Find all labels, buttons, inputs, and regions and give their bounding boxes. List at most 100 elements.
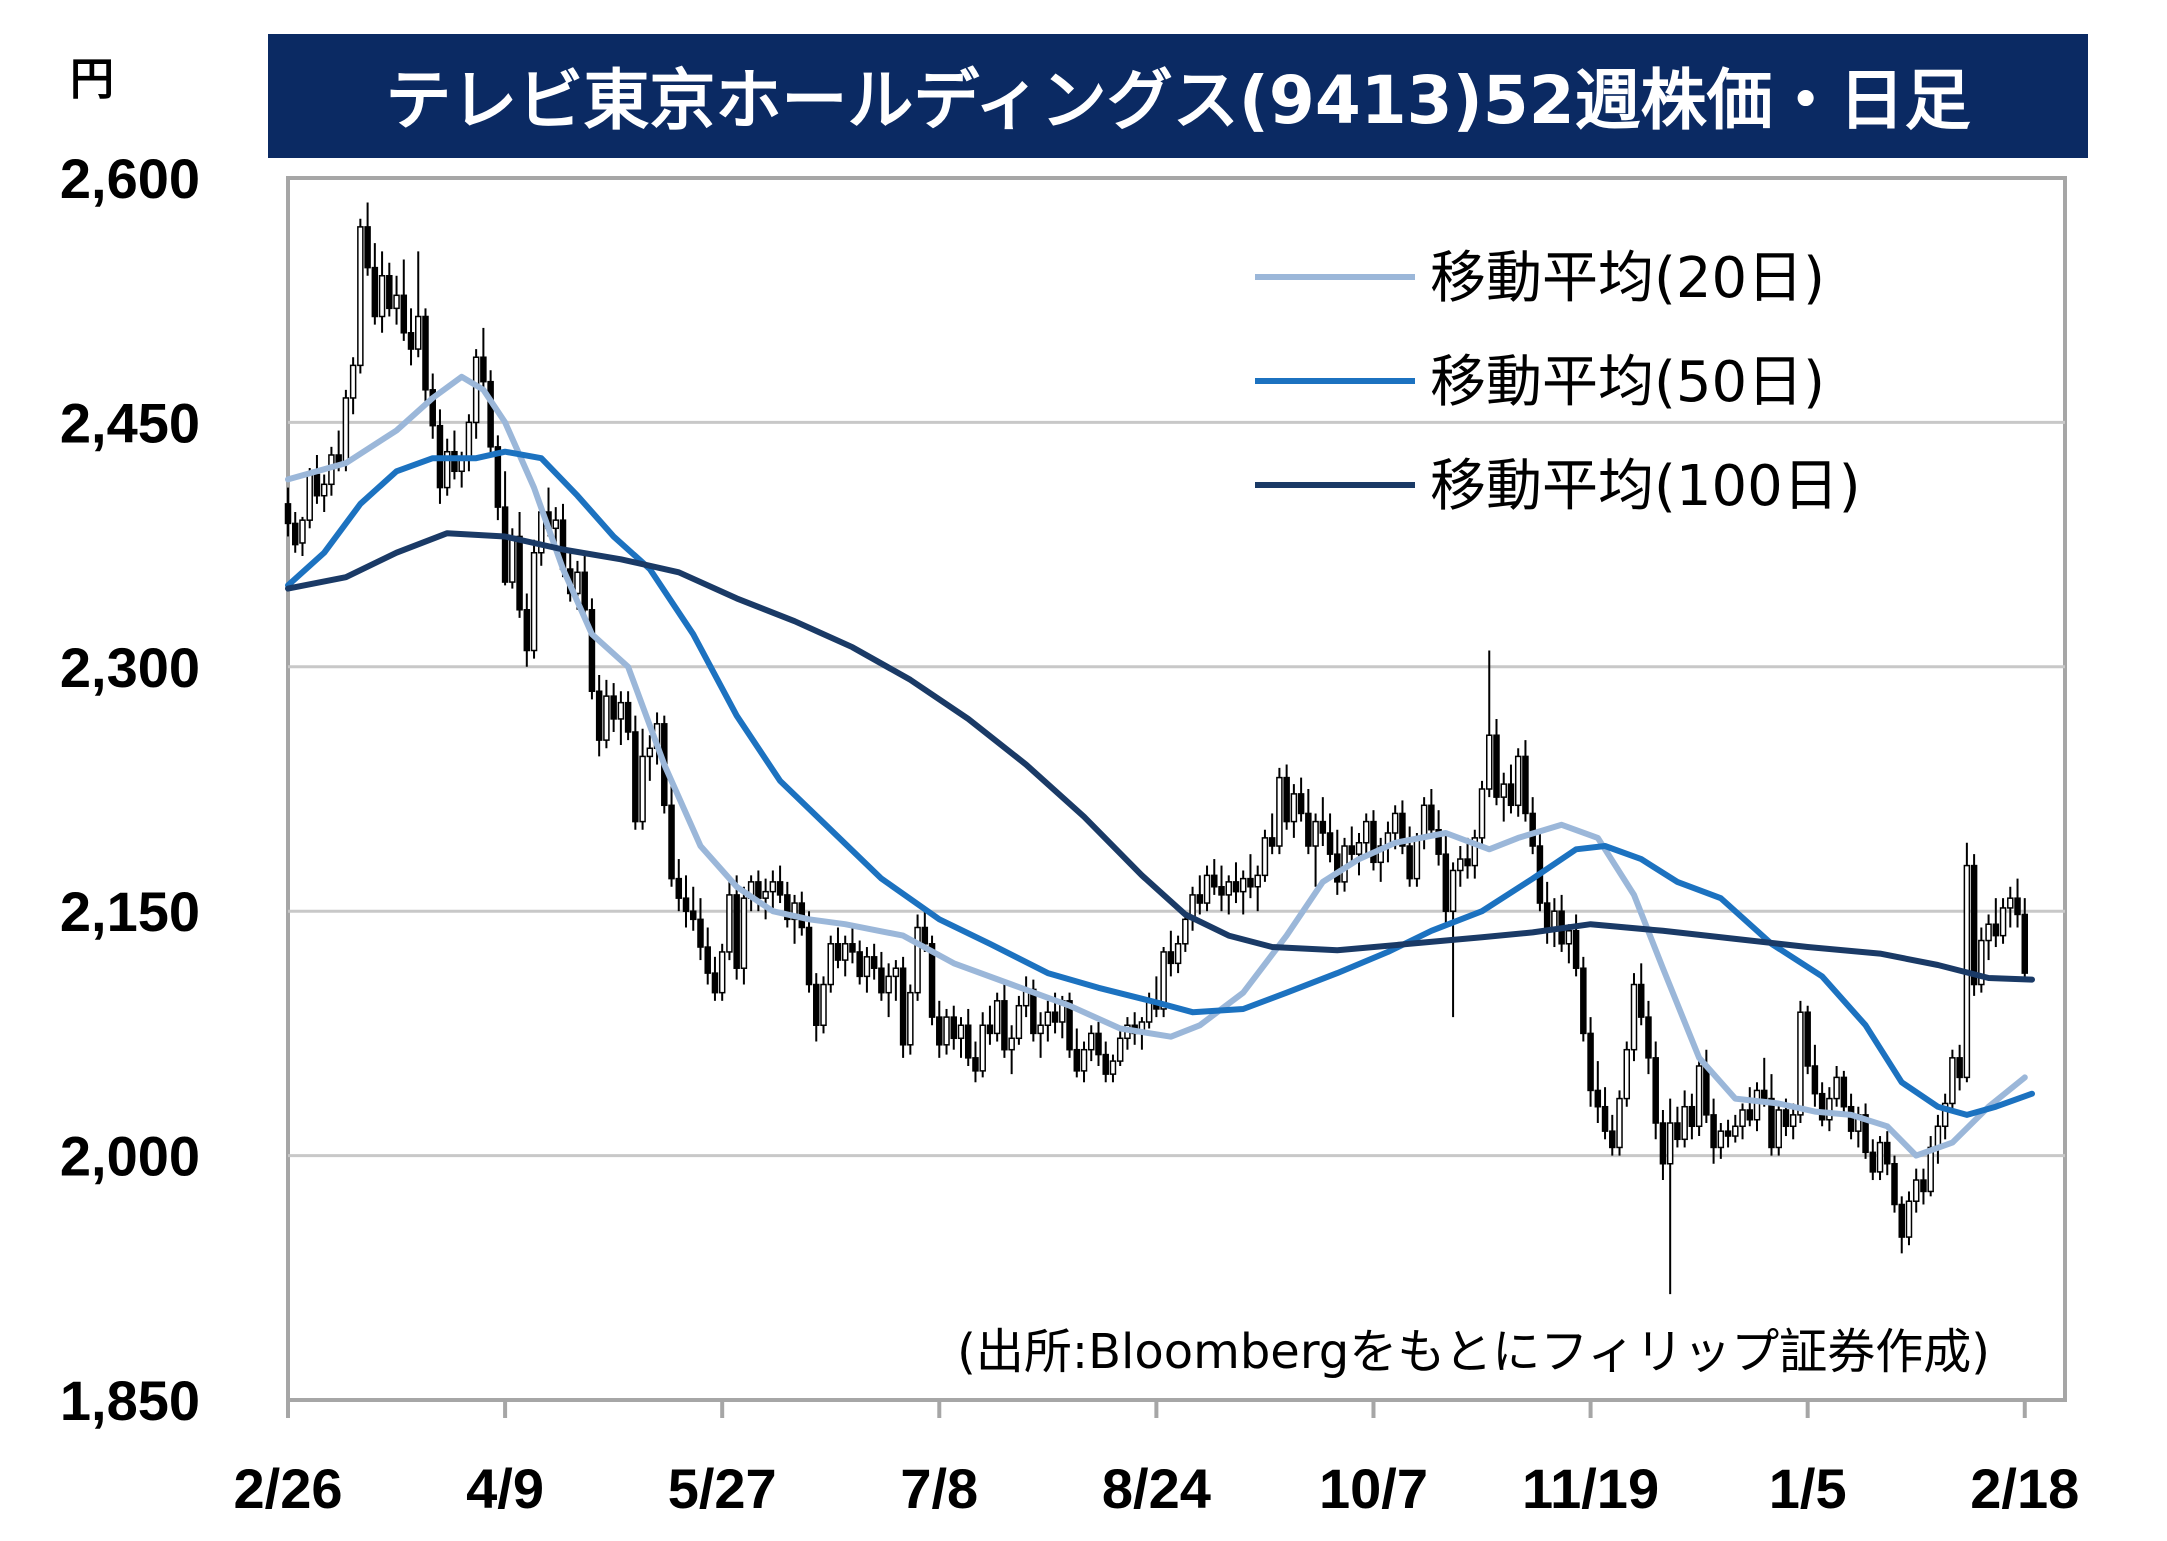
candle-body-down <box>501 506 509 583</box>
candle <box>1442 832 1450 928</box>
candle-body-up <box>1775 1109 1782 1149</box>
candle <box>1826 1087 1833 1132</box>
candle-body-down <box>1956 1057 1963 1079</box>
candle-body-down <box>1594 1089 1602 1108</box>
candle-body-down <box>856 951 863 978</box>
candle-body-down <box>1543 902 1551 929</box>
candle-body-up <box>1391 812 1399 834</box>
candle <box>1326 813 1334 863</box>
candle <box>2014 878 2021 928</box>
candle <box>841 935 849 977</box>
candle <box>820 976 827 1034</box>
candle-body-down <box>1992 923 2000 937</box>
candle <box>357 218 364 374</box>
candle <box>697 898 704 961</box>
candle-body-up <box>907 991 914 1046</box>
candle-body-up <box>726 894 733 953</box>
candle <box>1956 1044 1963 1091</box>
candle <box>885 963 892 1018</box>
candle-body-up <box>1623 1048 1631 1100</box>
candle <box>1587 1017 1594 1107</box>
candle-body-down <box>1840 1076 1848 1108</box>
candle-body-up <box>1753 1089 1761 1121</box>
candle <box>1044 1000 1052 1042</box>
candle-body-up <box>1789 1114 1797 1128</box>
candle <box>1652 1041 1659 1140</box>
candle-body-up <box>1478 788 1486 839</box>
candle <box>480 327 487 390</box>
candle <box>1811 1044 1819 1107</box>
candle-body-down <box>1898 1203 1905 1238</box>
y-axis-ticks: 2,600 2,450 2,300 2,150 2,000 1,850 <box>60 147 200 1432</box>
candle <box>1471 829 1479 879</box>
candle-body-down <box>1869 1151 1877 1173</box>
candle <box>610 683 617 732</box>
candle-body-down <box>1522 755 1529 815</box>
candle-body-up <box>827 943 834 986</box>
candle-body-up <box>1377 845 1384 864</box>
x-tick-label: 10/7 <box>1319 1457 1428 1520</box>
candle-body-up <box>1312 820 1319 847</box>
candle <box>1804 1005 1811 1075</box>
candle-body-down <box>1970 864 1978 986</box>
candle <box>349 357 357 415</box>
candle <box>1739 1103 1746 1140</box>
candle-body-down <box>1464 858 1471 867</box>
candle-body-down <box>588 609 596 692</box>
candle <box>1239 870 1247 915</box>
candle-body-down <box>1724 1130 1732 1137</box>
candle-body-down <box>682 897 690 912</box>
candle-body-down <box>1283 776 1290 823</box>
candle <box>624 691 632 741</box>
candle <box>1312 813 1319 887</box>
candle-body-down <box>1428 804 1435 831</box>
candle-body-down <box>1746 1109 1754 1121</box>
candle-body-up <box>1044 1011 1052 1027</box>
x-tick-label: 2/26 <box>234 1457 343 1520</box>
candle-body-down <box>1232 881 1240 893</box>
candle-body-up <box>1261 837 1269 877</box>
candle-body-up <box>1797 1011 1804 1116</box>
candle-body-down <box>1507 783 1515 807</box>
x-tick-label: 11/19 <box>1522 1457 1659 1520</box>
candle-body-up <box>1985 923 1992 942</box>
candle <box>1196 875 1204 915</box>
candle-body-up <box>1695 1065 1703 1128</box>
candle-body-down <box>1710 1114 1717 1149</box>
candle <box>1116 1028 1124 1066</box>
candle <box>1992 898 2000 948</box>
candle-body-up <box>639 755 646 823</box>
candle <box>834 927 842 969</box>
candle <box>718 943 726 1001</box>
candle <box>1428 789 1435 838</box>
candle-body-down <box>1580 967 1587 1035</box>
candle <box>1695 1057 1703 1137</box>
candle-body-down <box>1920 1179 1927 1193</box>
source-note: (出所:Bloombergをもとにフィリップ証券作成) <box>957 1324 1990 1380</box>
candle <box>1283 764 1290 830</box>
candle <box>415 251 422 358</box>
candle <box>1978 927 1985 993</box>
candle-body-down <box>972 1057 979 1072</box>
candle <box>1478 780 1486 850</box>
candle-body-down <box>689 910 697 921</box>
candle <box>1008 1025 1015 1075</box>
candle <box>306 468 313 529</box>
candle-body-up <box>979 1024 986 1072</box>
candle <box>1768 1074 1775 1156</box>
candle-body-down <box>964 1024 972 1059</box>
candle-body-up <box>1116 1037 1124 1062</box>
candle <box>400 259 408 341</box>
candle-body-down <box>1167 951 1175 965</box>
candle-body-up <box>1630 983 1638 1051</box>
candle-body-up <box>1362 820 1370 844</box>
y-tick-label: 2,150 <box>60 880 200 943</box>
candle <box>1355 832 1363 876</box>
candle <box>964 1008 972 1066</box>
candle-body-down <box>1884 1141 1891 1165</box>
candle-body-up <box>863 956 871 978</box>
candle <box>1348 826 1356 866</box>
candle-body-up <box>1254 874 1261 888</box>
candle <box>1609 1114 1616 1156</box>
candle-body-down <box>1659 1122 1667 1165</box>
